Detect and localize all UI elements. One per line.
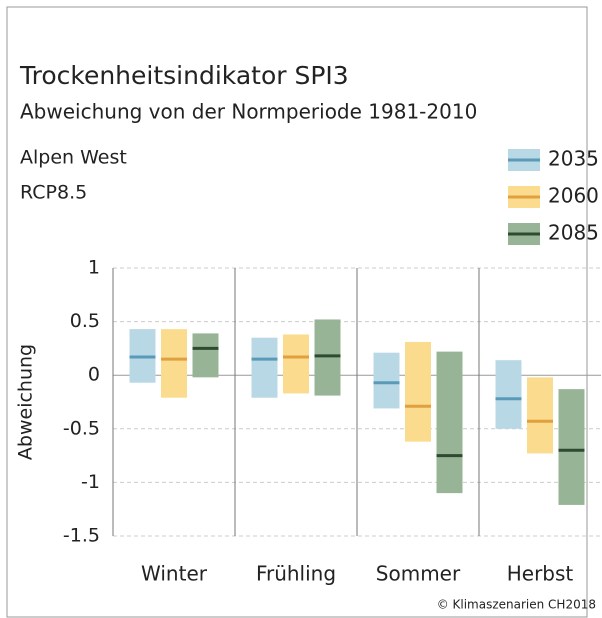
range-bar	[283, 334, 309, 394]
range-bar	[436, 351, 463, 494]
y-tick-label: 1	[88, 257, 100, 279]
chart-subtitle: Abweichung von der Normperiode 1981-2010	[20, 100, 477, 124]
x-tick-label: Frühling	[256, 562, 336, 586]
legend-label: 2060	[548, 184, 599, 208]
range-bar	[161, 329, 187, 398]
y-tick-label: 0.5	[70, 310, 100, 332]
frame	[6, 6, 588, 618]
range-bar	[405, 341, 431, 442]
range-bar	[495, 360, 522, 429]
legend-label: 2085	[548, 221, 599, 245]
y-tick-label: -0.5	[63, 417, 100, 439]
range-bar	[192, 333, 219, 378]
y-tick-label: 0	[88, 364, 100, 386]
chart-title: Trockenheitsindikator SPI3	[19, 61, 349, 90]
range-bar	[373, 352, 400, 409]
x-tick-label: Herbst	[507, 562, 574, 586]
range-bar	[314, 319, 341, 396]
range-bar	[558, 389, 585, 505]
legend-label: 2035	[548, 147, 599, 171]
source: © Klimaszenarien CH2018	[437, 598, 596, 612]
range-bar	[527, 377, 553, 454]
range-bar	[251, 337, 278, 398]
region: Alpen West	[20, 147, 127, 169]
y-tick-label: -1.5	[63, 525, 100, 547]
y-tick-label: -1	[81, 471, 100, 493]
y-axis-label: Abweichung	[15, 344, 37, 460]
x-tick-label: Sommer	[376, 562, 461, 586]
scenario: RCP8.5	[20, 182, 87, 204]
x-tick-label: Winter	[141, 562, 208, 586]
